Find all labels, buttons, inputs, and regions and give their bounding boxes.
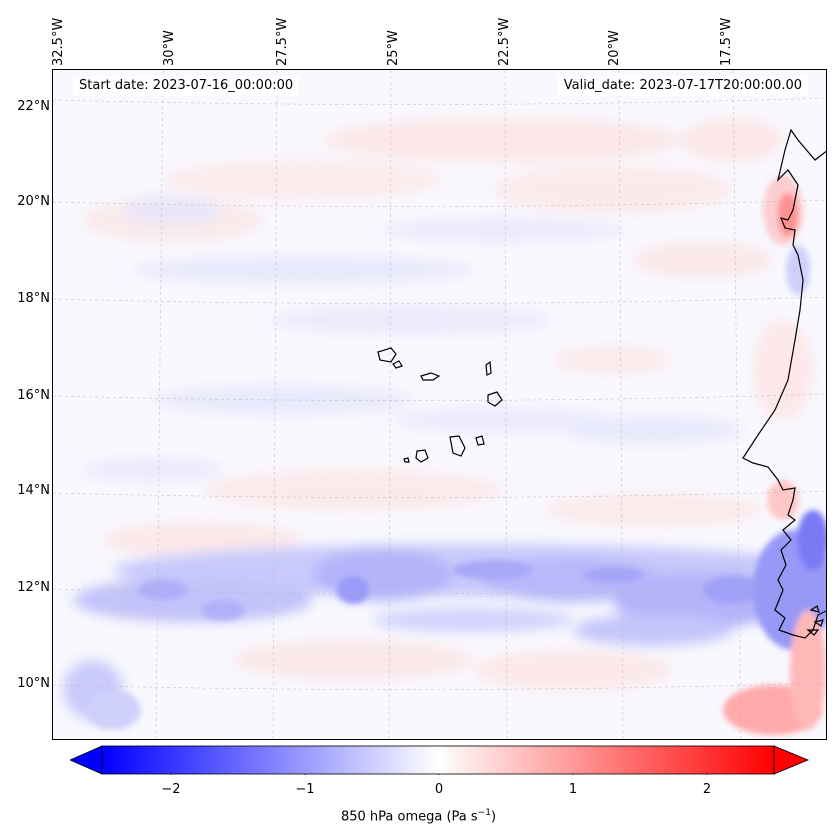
colorbar-gradient <box>101 745 775 775</box>
lon-label-17-5w: 17.5°W <box>719 17 734 66</box>
lat-label-20n: 20°N <box>17 194 50 209</box>
lon-label-30w: 30°W <box>162 30 177 66</box>
lat-label-10n: 10°N <box>17 676 50 691</box>
lat-label-12n: 12°N <box>17 580 50 595</box>
sao-vicente-island <box>392 360 403 369</box>
fogo-island <box>415 449 429 463</box>
colorbar-extend-low <box>70 745 103 775</box>
lon-label-25w: 25°W <box>386 30 401 66</box>
lat-label-22n: 22°N <box>17 99 50 114</box>
lat-label-18n: 18°N <box>17 291 50 306</box>
santiago-island <box>449 435 466 457</box>
coastlines <box>377 128 826 639</box>
lat-label-14n: 14°N <box>17 483 50 498</box>
colorbar-tick-0: 0 <box>434 782 444 797</box>
bissagos-islands <box>806 605 824 636</box>
lon-label-20w: 20°W <box>607 30 622 66</box>
colorbar-extend-high <box>773 745 810 775</box>
brava-island <box>403 457 410 463</box>
santo-antao-island <box>377 347 397 363</box>
colorbar <box>70 745 810 775</box>
colorbar-tick-neg1: −1 <box>295 782 315 797</box>
lat-label-16n: 16°N <box>17 388 50 403</box>
start-date-label: Start date: 2023-07-16_00:00:00 <box>73 76 300 96</box>
lon-label-32-5w: 32.5°W <box>51 17 66 66</box>
omega-shading <box>63 118 826 735</box>
lon-label-27-5w: 27.5°W <box>275 17 290 66</box>
colorbar-tick-neg2: −2 <box>161 782 181 797</box>
sao-nicolau-island <box>420 372 441 381</box>
boa-vista-island <box>487 391 503 407</box>
colorbar-label: 850 hPa omega (Pa s−1) <box>340 808 497 825</box>
map-panel[interactable]: Start date: 2023-07-16_00:00:00 Valid_da… <box>52 69 827 740</box>
lon-label-22-5w: 22.5°W <box>497 17 512 66</box>
omega-field-map <box>53 70 826 739</box>
sal-island <box>485 360 492 376</box>
colorbar-tick-1: 1 <box>568 782 578 797</box>
maio-island <box>475 435 485 446</box>
valid-date-label: Valid_date: 2023-07-17T20:00:00.00 <box>557 76 808 96</box>
colorbar-tick-2: 2 <box>702 782 712 797</box>
africa-coastline <box>742 128 826 639</box>
map-gridlines <box>53 70 826 739</box>
